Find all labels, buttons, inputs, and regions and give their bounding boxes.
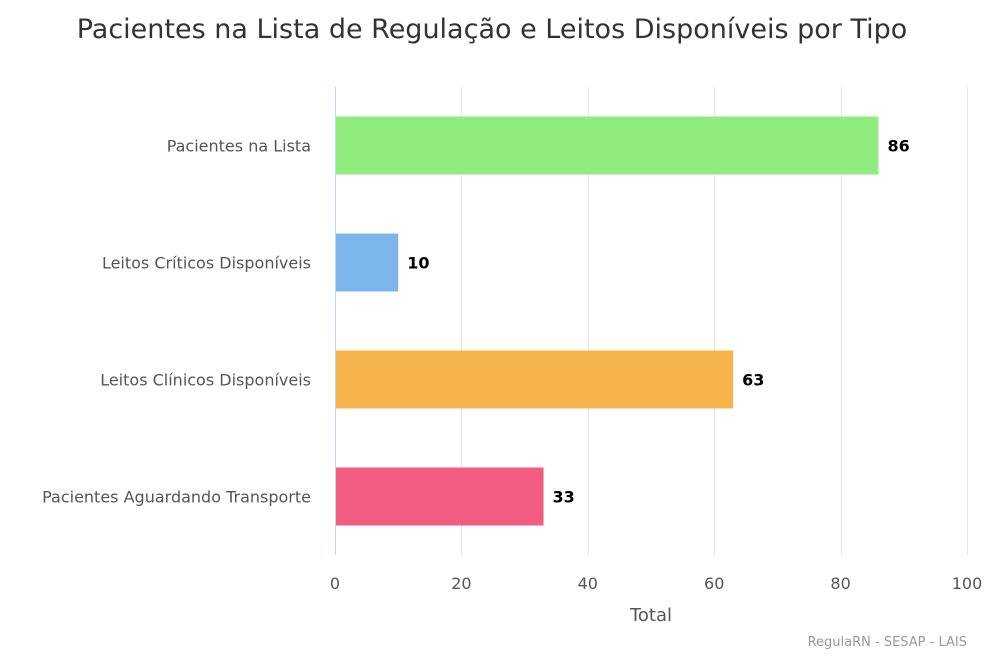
data-label-1: 10	[407, 254, 429, 273]
bars	[336, 116, 879, 526]
x-tick-label-100: 100	[952, 574, 983, 593]
category-label-1: Leitos Críticos Disponíveis	[102, 254, 311, 273]
x-tick-labels: 0 20 40 60 80 100	[330, 574, 982, 593]
bar-3[interactable]	[336, 467, 544, 526]
bar-2[interactable]	[336, 350, 734, 409]
bar-0[interactable]	[336, 116, 879, 175]
data-label-3: 33	[553, 488, 575, 507]
x-tick-label-40: 40	[578, 574, 598, 593]
x-axis-title: Total	[629, 605, 672, 626]
category-label-3: Pacientes Aguardando Transporte	[42, 488, 311, 507]
category-labels: Pacientes na Lista Leitos Críticos Dispon…	[42, 137, 311, 507]
chart-title: Pacientes na Lista de Regulação e Leitos…	[77, 14, 908, 45]
bar-1[interactable]	[336, 233, 399, 292]
x-tick-label-0: 0	[330, 574, 340, 593]
category-label-0: Pacientes na Lista	[167, 137, 311, 156]
data-labels: 86 10 63 33	[407, 137, 910, 507]
data-label-0: 86	[888, 137, 910, 156]
x-tick-label-60: 60	[704, 574, 724, 593]
x-tick-label-20: 20	[451, 574, 471, 593]
x-tick-label-80: 80	[830, 574, 850, 593]
credits[interactable]: RegulaRN - SESAP - LAIS	[808, 635, 967, 650]
category-label-2: Leitos Clínicos Disponíveis	[100, 371, 311, 390]
data-label-2: 63	[742, 371, 764, 390]
